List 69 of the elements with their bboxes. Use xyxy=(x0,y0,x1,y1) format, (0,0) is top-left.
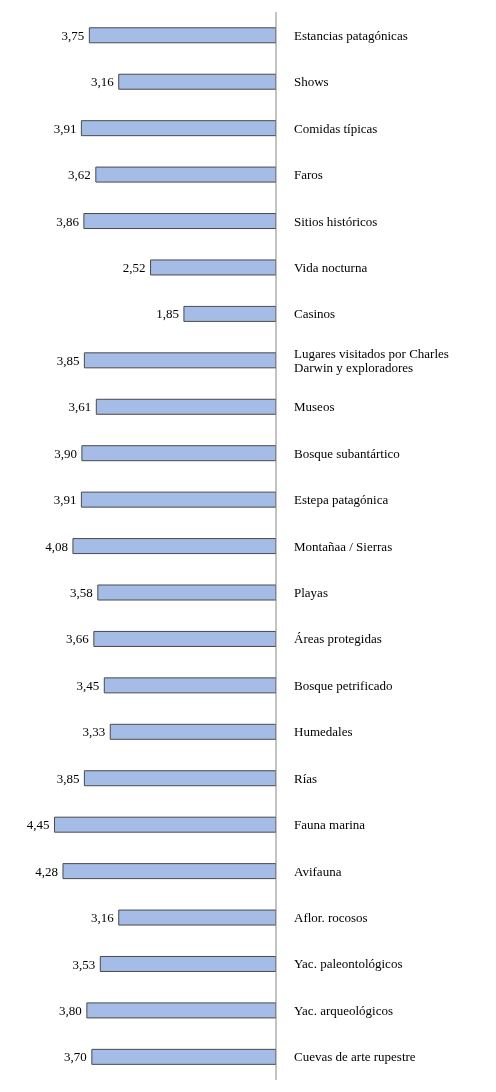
data-label: 3,16 xyxy=(90,74,115,90)
data-label: 3,53 xyxy=(72,956,96,972)
y-tick-label: Bosque subantártico xyxy=(294,445,400,461)
bar xyxy=(80,120,276,137)
data-label: 4,45 xyxy=(26,817,50,833)
bar xyxy=(99,955,276,972)
data-label: 3,70 xyxy=(64,1049,87,1065)
data-label: 3,85 xyxy=(56,770,80,786)
y-tick-label: Humedales xyxy=(294,724,353,740)
y-tick-label: Shows xyxy=(294,74,329,90)
bar xyxy=(95,398,276,415)
y-tick-label: Estepa patagónica xyxy=(294,492,389,508)
data-label: 1,85 xyxy=(156,306,179,322)
y-tick-label: Avifauna xyxy=(294,863,342,879)
y-tick-label: Montañaa / Sierras xyxy=(294,538,393,554)
bar xyxy=(88,27,276,44)
data-label: 3,91 xyxy=(53,120,77,136)
bar xyxy=(83,213,276,230)
bar xyxy=(91,1048,276,1065)
data-label: 3,91 xyxy=(53,492,77,508)
data-label: 3,45 xyxy=(76,677,100,693)
y-tick-label: Yac. arqueológicos xyxy=(294,1002,394,1018)
bar xyxy=(183,305,276,322)
y-tick-label: Estancias patagónicas xyxy=(294,27,408,43)
bar xyxy=(150,259,276,276)
bar xyxy=(118,909,276,926)
bar xyxy=(109,723,276,740)
y-tick-label: Vida nocturna xyxy=(294,259,368,275)
bar xyxy=(97,584,276,601)
data-label: 3,61 xyxy=(68,399,92,415)
data-label: 3,85 xyxy=(56,352,80,368)
y-tick-label: Áreas protegidas xyxy=(294,631,382,647)
bar xyxy=(72,538,276,555)
data-label: 3,33 xyxy=(82,724,106,740)
y-tick-label: Rías xyxy=(294,770,318,786)
y-tick-label: Aflor. rocosos xyxy=(294,910,368,926)
y-tick-label: Casinos xyxy=(294,306,336,322)
data-label: 4,08 xyxy=(45,538,68,554)
y-tick-label: Playas xyxy=(294,584,328,600)
y-tick-label: Bosque petrificado xyxy=(294,677,393,693)
data-label: 2,52 xyxy=(122,260,146,276)
y-tick-label: Sitios históricos xyxy=(294,213,378,229)
bar xyxy=(81,445,276,462)
bar xyxy=(83,770,276,787)
data-label: 3,80 xyxy=(59,1002,82,1018)
y-tick-label: Faros xyxy=(294,167,323,183)
bar xyxy=(86,1002,276,1019)
bar xyxy=(80,491,276,508)
data-label: 3,58 xyxy=(70,585,93,601)
data-label: 3,75 xyxy=(61,27,85,43)
data-label: 3,62 xyxy=(68,167,91,183)
bar xyxy=(118,73,276,90)
bar xyxy=(93,630,276,647)
data-label: 3,90 xyxy=(54,445,77,461)
y-tick-label: Museos xyxy=(294,399,335,415)
bar xyxy=(95,166,276,183)
data-label: 4,28 xyxy=(35,863,58,879)
y-tick-label: Comidas típicas xyxy=(294,120,378,136)
bar xyxy=(54,816,276,833)
y-tick-label: Fauna marina xyxy=(294,817,366,833)
bar xyxy=(103,677,276,694)
y-tick-label: Lugares visitados por Charles Darwin y exploradores xyxy=(294,345,449,375)
data-label: 3,86 xyxy=(56,213,80,229)
data-label: 3,16 xyxy=(90,910,115,926)
data-label: 3,66 xyxy=(66,631,90,647)
y-tick-label: Yac. paleontológicos xyxy=(294,956,403,972)
bar xyxy=(62,863,276,880)
bar xyxy=(83,352,276,369)
y-tick-label: Cuevas de arte rupestre xyxy=(294,1049,416,1065)
